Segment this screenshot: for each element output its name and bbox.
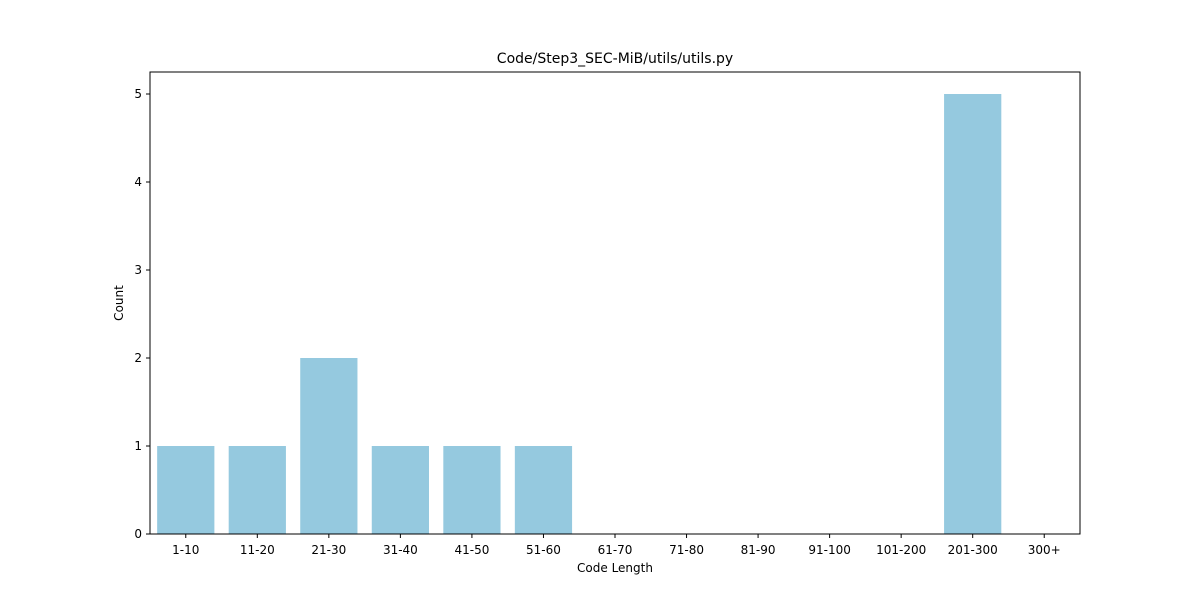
y-tick-label: 4 xyxy=(134,175,142,189)
x-tick-label: 101-200 xyxy=(876,543,926,557)
x-tick-label: 11-20 xyxy=(240,543,275,557)
x-tick-label: 300+ xyxy=(1028,543,1061,557)
bar-201-300 xyxy=(944,94,1002,534)
y-tick-label: 3 xyxy=(134,263,142,277)
x-tick-label: 91-100 xyxy=(808,543,851,557)
x-tick-label: 71-80 xyxy=(669,543,704,557)
y-axis-label: Count xyxy=(112,285,126,321)
bar-21-30 xyxy=(300,358,358,534)
x-axis-label: Code Length xyxy=(577,561,653,575)
y-tick-label: 5 xyxy=(134,87,142,101)
x-tick-label: 21-30 xyxy=(311,543,346,557)
x-tick-label: 51-60 xyxy=(526,543,561,557)
chart-title: Code/Step3_SEC-MiB/utils/utils.py xyxy=(497,51,733,67)
x-tick-label: 201-300 xyxy=(948,543,998,557)
x-tick-label: 81-90 xyxy=(741,543,776,557)
y-tick-label: 0 xyxy=(134,527,142,541)
bars-layer xyxy=(157,94,1002,534)
x-axis-ticks: 1-10 11-20 21-30 31-40 41-50 51-60 61-70 71-80 8… xyxy=(172,534,1061,557)
y-axis-ticks: 0 1 2 3 4 5 xyxy=(134,87,150,541)
bar-31-40 xyxy=(371,446,429,534)
x-tick-label: 41-50 xyxy=(454,543,489,557)
y-tick-label: 2 xyxy=(134,351,142,365)
plot-frame xyxy=(149,71,1081,535)
bar-11-20 xyxy=(228,446,286,534)
bar-41-50 xyxy=(443,446,501,534)
bar-51-60 xyxy=(514,446,573,534)
x-tick-label: 31-40 xyxy=(383,543,418,557)
y-tick-label: 1 xyxy=(134,439,142,453)
x-tick-label: 61-70 xyxy=(598,543,633,557)
bar-1-10 xyxy=(157,446,215,534)
x-tick-label: 1-10 xyxy=(172,543,199,557)
